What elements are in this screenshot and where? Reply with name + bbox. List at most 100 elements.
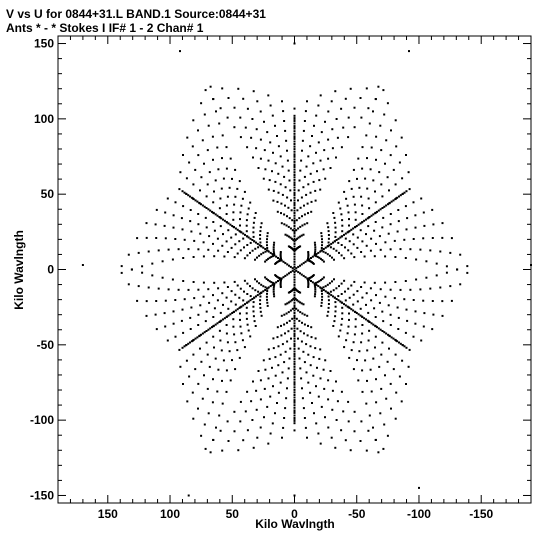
uv-point [263, 387, 266, 390]
uv-point [302, 186, 305, 189]
uv-point [329, 246, 332, 249]
uv-point [272, 248, 275, 251]
uv-point [287, 330, 290, 333]
spoke-point [293, 176, 296, 179]
spoke-point [390, 336, 393, 339]
uv-point [204, 320, 207, 323]
uv-point [353, 280, 356, 283]
uv-point [286, 302, 289, 305]
uv-sample-point [179, 50, 181, 53]
uv-point [316, 281, 319, 284]
spoke-point [293, 248, 296, 250]
uv-point [349, 449, 352, 452]
uv-point [145, 300, 148, 303]
uv-point [192, 256, 195, 258]
spoke-point [203, 331, 206, 334]
uv-point [326, 283, 329, 286]
uv-point [365, 134, 368, 137]
uv-point [279, 381, 282, 384]
uv-point [220, 187, 223, 190]
spoke-point [379, 328, 382, 331]
uv-point [378, 171, 381, 174]
uv-point [326, 222, 329, 225]
uv-point [239, 218, 241, 221]
uv-point [188, 375, 191, 378]
uv-point [364, 177, 367, 180]
uv-point [255, 408, 258, 411]
uv-point [340, 293, 343, 295]
uv-point [245, 312, 248, 315]
uv-point [395, 145, 398, 148]
uv-point [422, 325, 425, 328]
spoke-point [381, 330, 384, 332]
uv-point [346, 204, 349, 207]
uv-point [336, 400, 339, 403]
uv-point [297, 227, 300, 230]
uv-sample-point [405, 346, 408, 349]
uv-point [353, 333, 356, 336]
uv-point [369, 249, 372, 252]
uv-point [155, 208, 158, 211]
uv-point [389, 213, 392, 215]
uv-point [377, 451, 380, 454]
uv-point [300, 159, 303, 162]
spoke-point [293, 258, 296, 261]
uv-point [260, 253, 263, 256]
uv-point [307, 251, 310, 253]
uv-point [167, 288, 170, 291]
uv-point [342, 126, 345, 129]
spoke-point [293, 422, 296, 425]
spoke-point [293, 281, 296, 284]
uv-point [190, 306, 193, 309]
uv-point [266, 244, 268, 247]
uv-point [171, 258, 174, 261]
uv-point [249, 251, 251, 254]
uv-point [373, 307, 376, 310]
uv-point [397, 209, 400, 211]
uv-point [271, 422, 274, 425]
uv-point [185, 359, 188, 362]
uv-point [375, 378, 377, 381]
uv-point [408, 348, 411, 351]
spoke-point [212, 212, 215, 215]
uv-point [252, 231, 255, 234]
uv-point [292, 297, 295, 300]
spoke-point [293, 209, 296, 212]
uv-point [320, 290, 323, 292]
uv-point [234, 368, 237, 371]
uv-point [292, 239, 295, 242]
uv-point [307, 183, 310, 186]
spoke-point [253, 240, 256, 243]
uv-point [364, 359, 367, 362]
spoke-point [293, 196, 296, 199]
uv-point [294, 297, 297, 300]
uv-point [314, 199, 317, 202]
spoke-point [322, 248, 325, 250]
uv-point [341, 312, 344, 315]
uv-point [207, 248, 210, 251]
uv-point [384, 255, 387, 258]
uv-point [204, 216, 207, 219]
uv-point [188, 161, 191, 164]
uv-point [212, 335, 215, 338]
uv-point [199, 189, 201, 192]
spoke-point [244, 303, 246, 306]
uv-point [252, 226, 255, 229]
uv-point [266, 238, 268, 241]
spoke-point [293, 184, 296, 186]
spoke-point [293, 120, 296, 122]
uv-point [272, 290, 275, 293]
uv-point [266, 301, 269, 304]
uv-point [340, 254, 343, 257]
uv-point [320, 131, 323, 134]
uv-point [315, 385, 317, 388]
uv-point [441, 222, 444, 225]
uv-point [322, 168, 325, 171]
uv-point [307, 279, 309, 281]
uv-point [386, 176, 389, 179]
uv-point [287, 301, 290, 304]
uv-point [189, 220, 192, 223]
uv-point [189, 209, 192, 211]
uv-point [254, 325, 257, 327]
uv-point [190, 230, 193, 233]
